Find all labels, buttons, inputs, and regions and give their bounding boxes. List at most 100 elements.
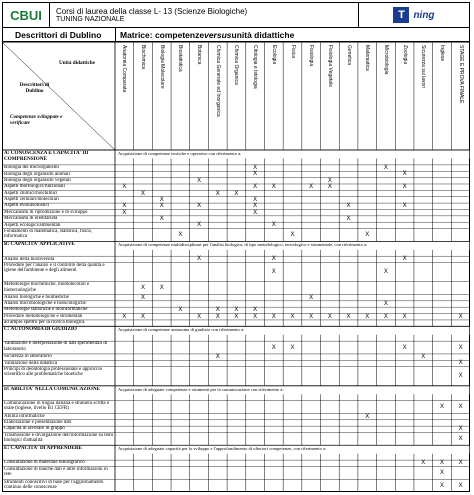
competence-mark: X: [421, 354, 426, 361]
competence-mark: X: [215, 307, 220, 314]
competence-mark: X: [439, 482, 444, 489]
column-header: Botanica: [196, 45, 203, 65]
competence-mark: X: [159, 196, 164, 203]
competence-mark: X: [458, 435, 463, 442]
competence-mark: X: [253, 171, 258, 178]
competence-mark: X: [309, 313, 314, 320]
competence-mark: X: [122, 209, 127, 216]
header-title-line1: Corsi di laurea della classe L- 13 (Scie…: [56, 6, 248, 16]
section-description: Acquisizione di adeguate capacità per lo…: [118, 446, 327, 452]
competence-mark: X: [215, 190, 220, 197]
competence-row-label: Sicurezza in laboratorio: [4, 354, 52, 360]
competence-mark: X: [365, 231, 370, 238]
competence-mark: X: [290, 231, 295, 238]
corner-descriptors-label: Descrittori di Dublino: [19, 82, 50, 94]
competence-mark: X: [458, 360, 463, 367]
column-header: Fisica: [289, 45, 296, 59]
competence-mark: X: [458, 404, 463, 411]
competence-row-label: Trasmissione e divulgazione dell'informa…: [4, 432, 114, 444]
competence-mark: X: [122, 184, 127, 191]
competence-row-label: Abilità informatiche: [4, 413, 45, 419]
competence-row-label: Metodologie statistiche e bioinformatich…: [4, 307, 88, 313]
competence-row-label: Procedure per l'analisi e il controllo d…: [4, 262, 105, 274]
competence-row-label: Aspetti cellulari/molecolari: [4, 197, 59, 203]
competence-row-label: Procedure metodologiche e strumentali: [4, 313, 83, 319]
competence-mark: X: [234, 190, 239, 197]
competence-mark: X: [253, 313, 258, 320]
column-header: Chimica Organica: [233, 45, 240, 85]
competence-mark: X: [253, 203, 258, 210]
column-header: Sicurezza sui lavori: [420, 45, 427, 89]
competence-mark: X: [234, 307, 239, 314]
competence-row-label: Analisi biologiche e biomediche: [4, 294, 69, 300]
competence-mark: X: [253, 165, 258, 172]
competence-mark: X: [327, 184, 332, 191]
competence-row-label: Meccanismi di riproduzione e di sviluppo: [4, 209, 88, 215]
section-header-band: [115, 241, 470, 250]
section-label: A: CONOSCENZA E CAPACITA' DI COMPRENSION…: [4, 151, 89, 162]
competence-mark: X: [365, 313, 370, 320]
column-header: Biologia Molecolare: [158, 45, 165, 89]
section-description: Acquisizione di competenze multidiscipli…: [118, 242, 368, 248]
competence-mark: X: [159, 285, 164, 292]
competence-row-label: Biologia dei microrganismi: [4, 165, 59, 171]
cbui-logo: CBUI: [3, 3, 50, 27]
competence-mark: X: [402, 171, 407, 178]
column-header: Inglese: [438, 45, 445, 62]
competence-mark: X: [271, 222, 276, 229]
competence-mark: X: [271, 313, 276, 320]
competence-mark: X: [141, 294, 146, 301]
competence-mark: X: [253, 184, 258, 191]
competence-row-label: Consultazione di materiale bibliografico: [4, 460, 85, 466]
column-header: Microbiologia: [382, 45, 389, 75]
competence-row-label: Elaborazione e presentazione dati: [4, 420, 72, 426]
section-header-band: [115, 326, 470, 335]
competence-row-label: Aspetti morfologici/funzionali: [4, 184, 65, 190]
column-header: Fisiologia: [308, 45, 315, 67]
competence-mark: X: [439, 404, 444, 411]
competence-mark: X: [327, 313, 332, 320]
grid-line: [2, 42, 116, 151]
column-header: Chimica Generale ed Inorganica: [214, 45, 221, 117]
section-description: Acquisizione di adeguate competenze e st…: [118, 386, 284, 392]
competence-mark: X: [327, 177, 332, 184]
competence-mark: X: [458, 344, 463, 351]
competence-row-label: Aspetti ecologici/ambientali: [4, 222, 61, 228]
competence-mark: X: [159, 216, 164, 223]
competence-mark: X: [178, 307, 183, 314]
competence-mark: X: [141, 313, 146, 320]
competence-mark: X: [197, 256, 202, 263]
competence-mark: X: [234, 313, 239, 320]
competence-matrix: Anatomia Comparata Biochimica Biologia Mol…: [2, 42, 470, 492]
competence-mark: X: [458, 373, 463, 380]
competence-mark: X: [309, 184, 314, 191]
section-label: C: AUTONOMIA DI GIUDIZIO: [4, 327, 77, 333]
competence-mark: X: [402, 313, 407, 320]
competence-mark: X: [458, 482, 463, 489]
competence-mark: X: [383, 269, 388, 276]
competence-mark: X: [458, 460, 463, 467]
competence-mark: X: [178, 231, 183, 238]
competence-mark: X: [215, 354, 220, 361]
column-header: Anatomia Comparata: [121, 45, 128, 93]
matrix-titlebar: Descrittori di Dublino Matrice: competen…: [2, 28, 470, 42]
competence-mark: X: [197, 313, 202, 320]
competence-mark: X: [402, 256, 407, 263]
competence-row-label: Capacità di lavorare in gruppo: [4, 426, 65, 432]
competence-mark: X: [141, 190, 146, 197]
competence-mark: X: [383, 301, 388, 307]
competence-row-label: Strumenti conoscitivi di base per l'aggi…: [4, 479, 104, 491]
section-label: D: ABILITA' NELLA COMUNICAZIONE: [4, 386, 101, 392]
column-header: Genetica: [345, 45, 352, 66]
column-header: Citologia e Istologia: [252, 45, 259, 89]
competence-mark: X: [197, 222, 202, 229]
column-header: Ecologia: [270, 45, 277, 65]
header-title: Corsi di laurea della classe L- 13 (Scie…: [50, 3, 358, 27]
competence-mark: X: [253, 196, 258, 203]
competence-row-label: Principi di deontologia professionale e …: [4, 366, 103, 378]
competence-mark: X: [383, 165, 388, 172]
competence-row-label: Biologia degli organismi vegetali: [4, 177, 71, 183]
competence-mark: X: [421, 460, 426, 467]
competence-mark: X: [402, 184, 407, 191]
matrix-grid-lines: [2, 42, 470, 492]
